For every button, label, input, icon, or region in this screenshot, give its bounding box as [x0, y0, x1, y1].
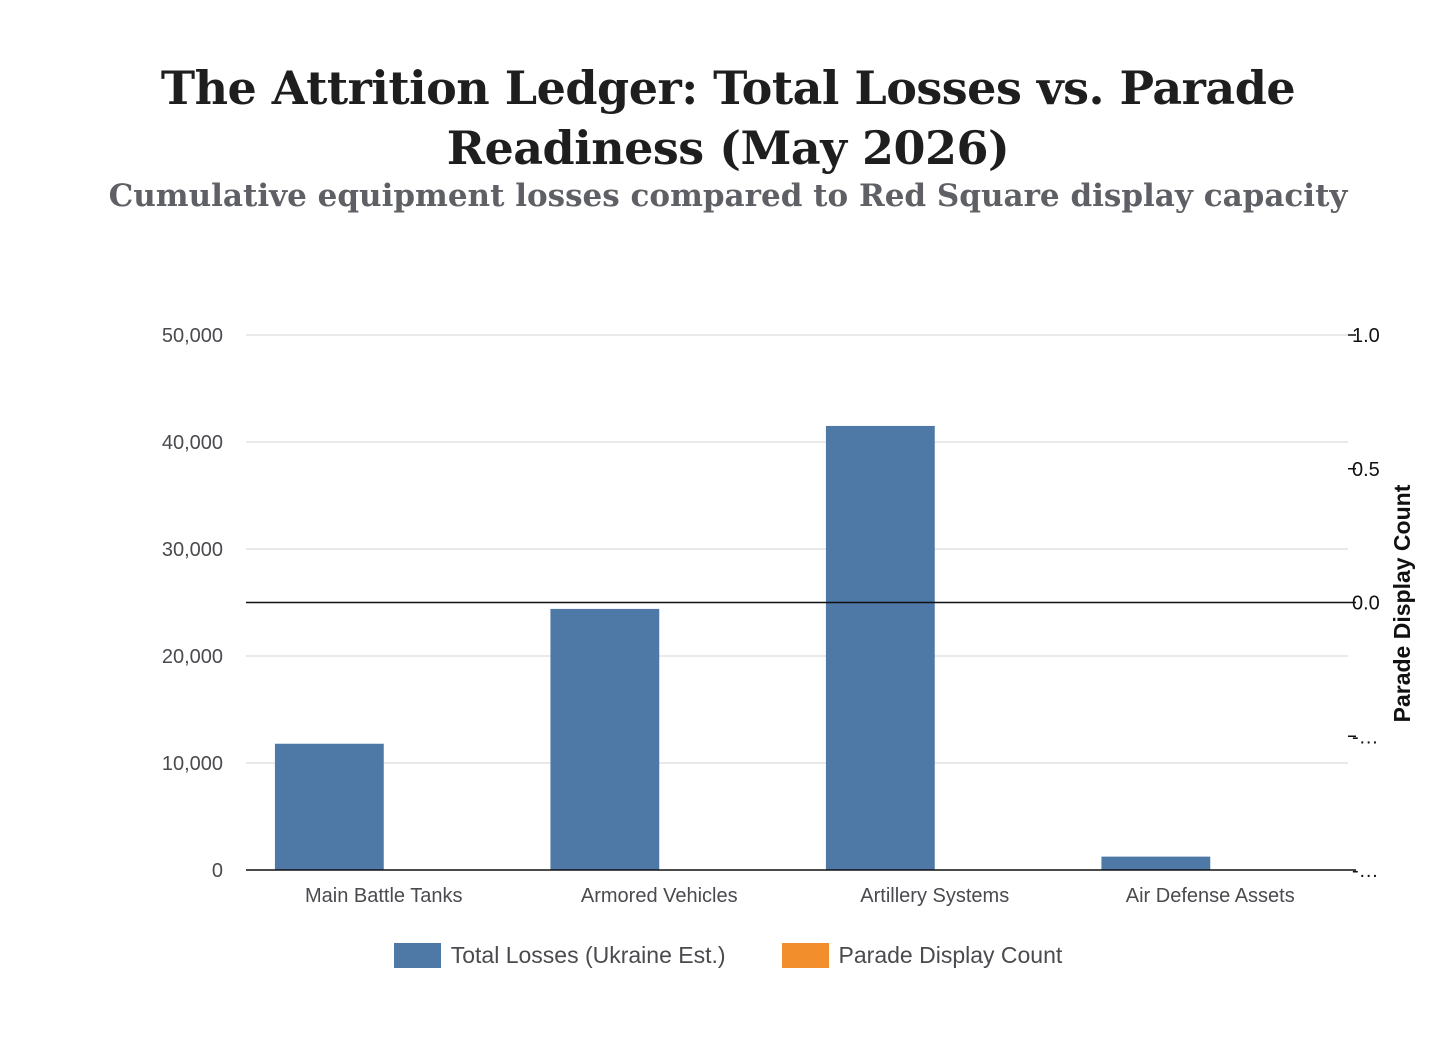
legend-item-losses[interactable]: Total Losses (Ukraine Est.) [393, 942, 726, 969]
chart-title: The Attrition Ledger: Total Losses vs. P… [160, 61, 1296, 175]
y-right-axis-title: Parade Display Count [1389, 484, 1415, 722]
labels: 0 10,000 20,000 30,000 40,000 50,000 -… -… 0.0 0.… [162, 325, 1415, 907]
y-right-tick-label: 1.0 [1352, 325, 1380, 347]
y-right-tick-label: -… [1352, 860, 1379, 882]
y-left-tick-label: 0 [212, 860, 223, 882]
y-right-tick-label: 0.5 [1352, 459, 1380, 481]
bar-losses-3[interactable] [1101, 856, 1211, 870]
x-category-label: Artillery Systems [860, 885, 1009, 907]
y-right-tick-label: -… [1352, 726, 1379, 748]
axes [246, 334, 1356, 871]
bar-losses-0[interactable] [274, 743, 384, 870]
x-category-label: Armored Vehicles [581, 885, 738, 907]
legend-swatch-losses [393, 943, 441, 968]
x-category-label: Main Battle Tanks [305, 885, 463, 907]
legend-label-losses: Total Losses (Ukraine Est.) [450, 942, 726, 968]
bars [274, 425, 1211, 870]
y-right-tick-label: 0.0 [1352, 593, 1380, 615]
bar-chart: 0 10,000 20,000 30,000 40,000 50,000 -… -… 0.0 0.… [162, 325, 1415, 907]
y-left-tick-label: 30,000 [162, 539, 223, 561]
y-left-tick-label: 40,000 [162, 432, 223, 454]
legend-swatch-parade [781, 943, 829, 968]
x-category-label: Air Defense Assets [1126, 885, 1295, 907]
bar-losses-2[interactable] [825, 425, 935, 870]
bar-losses-1[interactable] [550, 608, 660, 870]
legend-label-parade: Parade Display Count [838, 942, 1063, 968]
gridlines [246, 334, 1348, 764]
y-left-tick-label: 50,000 [162, 325, 223, 347]
y-left-tick-label: 10,000 [162, 753, 223, 775]
legend: Total Losses (Ukraine Est.) Parade Displ… [0, 942, 1456, 969]
y-left-tick-label: 20,000 [162, 646, 223, 668]
legend-item-parade[interactable]: Parade Display Count [781, 942, 1063, 969]
chart-subtitle: Cumulative equipment losses compared to … [108, 178, 1348, 214]
